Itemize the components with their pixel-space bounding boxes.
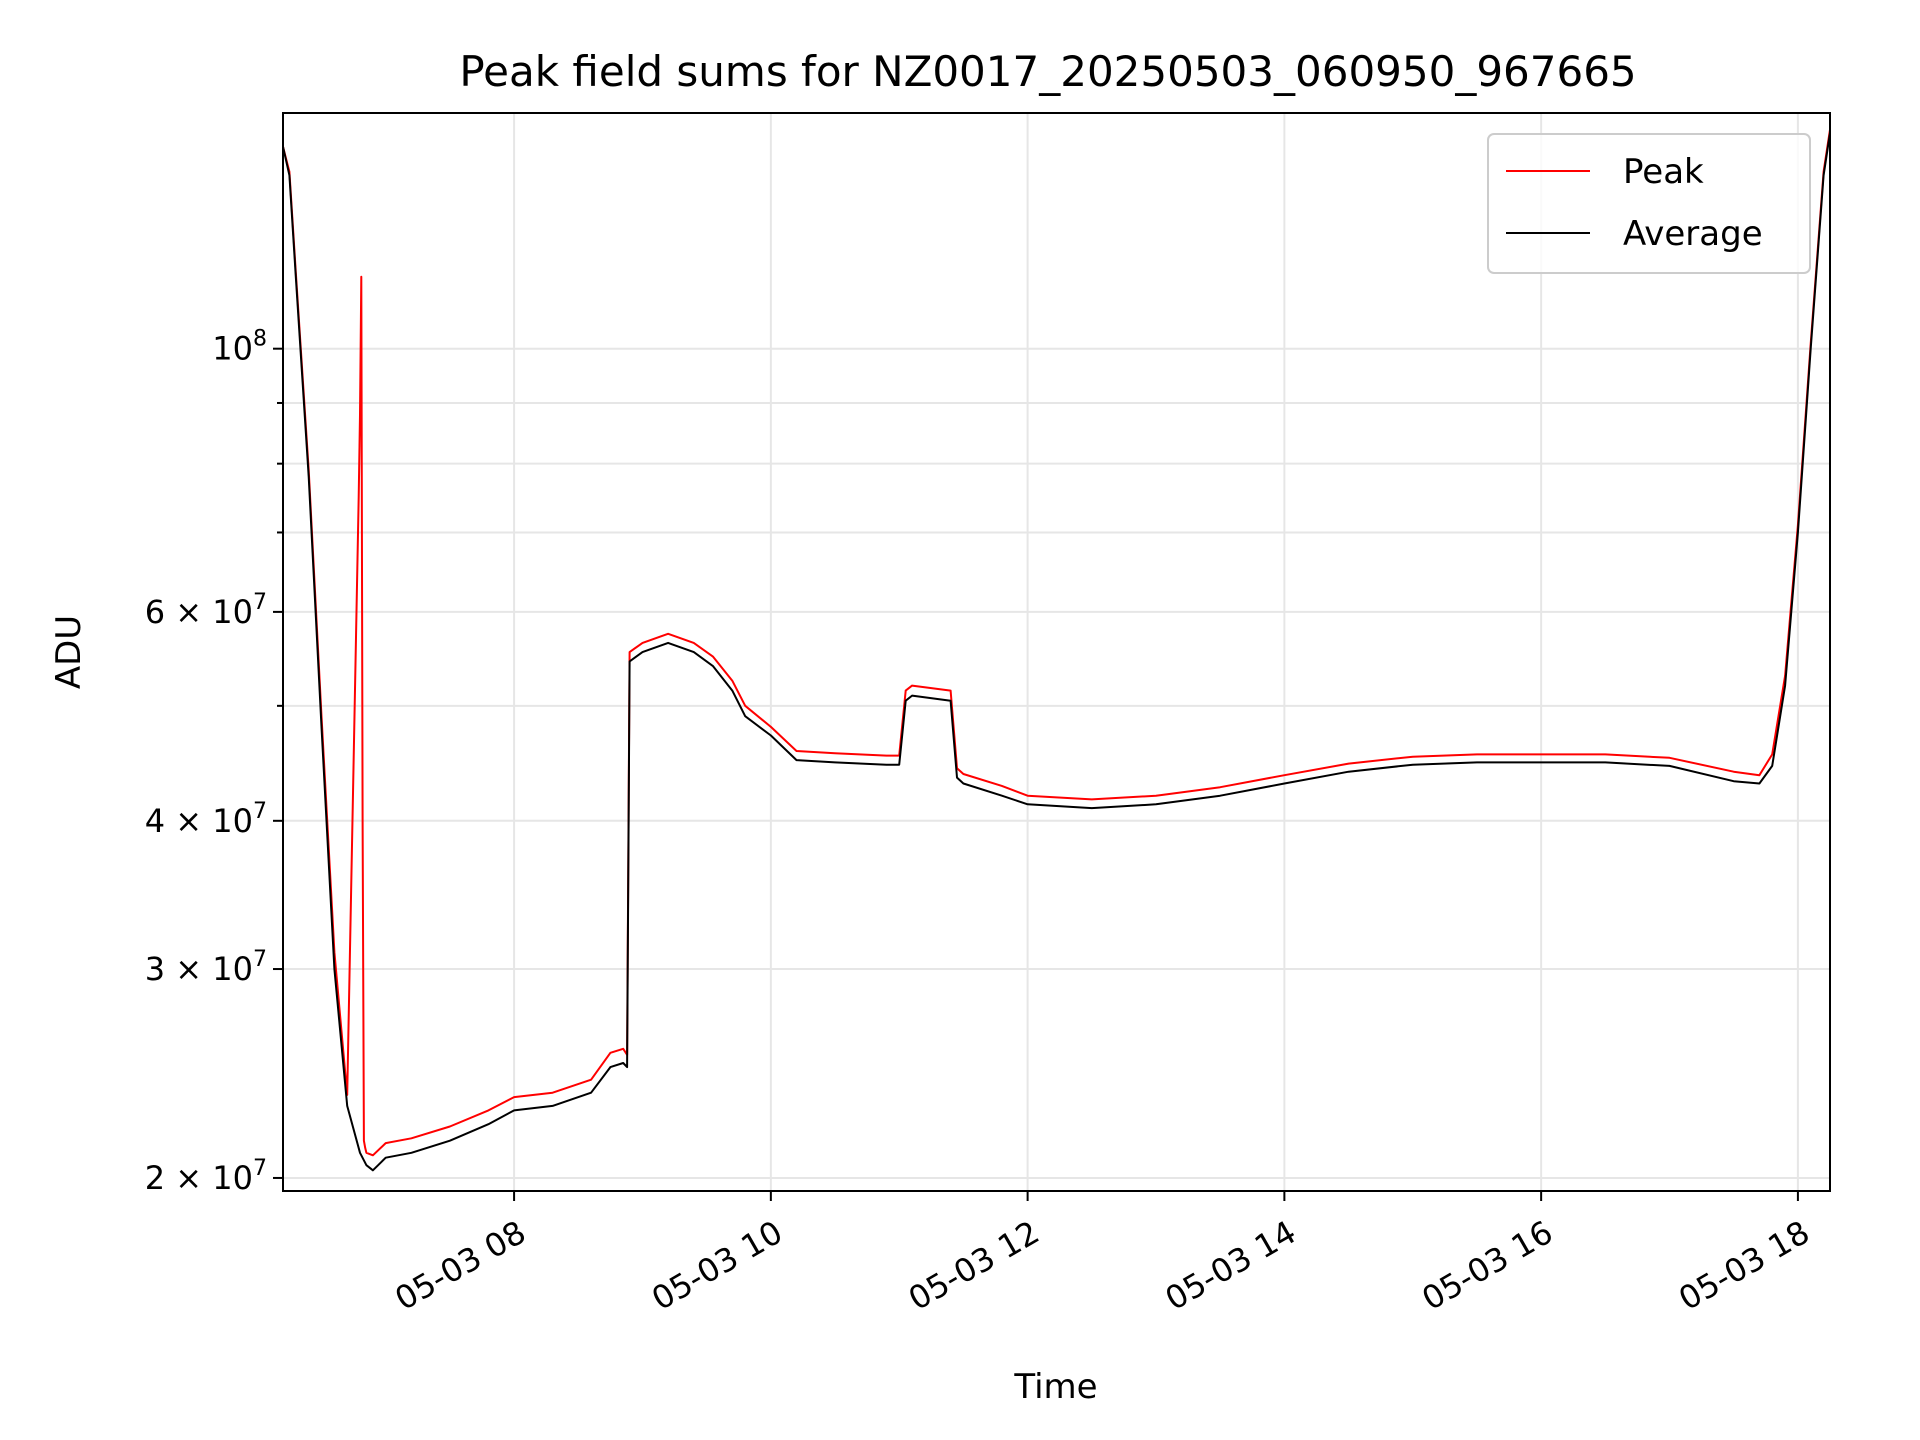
series-layer: [283, 129, 1830, 1172]
series-line-peak: [283, 129, 1830, 1157]
grid: [283, 113, 1830, 1191]
y-axis: 2 × 107 3 × 107 4 × 107 6 × 107 108: [145, 327, 283, 1197]
x-axis: 05-03 08 05-03 10 05-03 12 05-03 14 05-03 16…: [388, 1191, 1816, 1318]
chart-title: Peak field sums for NZ0017_20250503_0609…: [459, 47, 1636, 96]
x-tick-label: 05-03 18: [1672, 1213, 1816, 1318]
legend-label-average: Average: [1623, 214, 1763, 254]
x-tick-label: 05-03 14: [1159, 1213, 1303, 1318]
y-tick-label: 6 × 107: [145, 590, 267, 631]
y-tick-label: 4 × 107: [145, 799, 267, 840]
x-tick-label: 05-03 08: [388, 1213, 532, 1318]
x-axis-label: Time: [1013, 1367, 1097, 1407]
plot-frame: [282, 112, 1831, 1192]
legend: Peak Average: [1487, 133, 1811, 274]
x-tick-label: 05-03 10: [645, 1213, 789, 1318]
x-tick-label: 05-03 16: [1416, 1213, 1560, 1318]
y-axis-label: ADU: [49, 615, 89, 689]
legend-box: [1487, 133, 1811, 274]
legend-label-peak: Peak: [1623, 152, 1704, 192]
y-tick-label: 108: [212, 327, 267, 368]
series-line-average: [283, 132, 1830, 1172]
x-tick-label: 05-03 12: [902, 1213, 1046, 1318]
y-tick-label: 3 × 107: [145, 947, 267, 988]
y-tick-label: 2 × 107: [145, 1156, 267, 1197]
